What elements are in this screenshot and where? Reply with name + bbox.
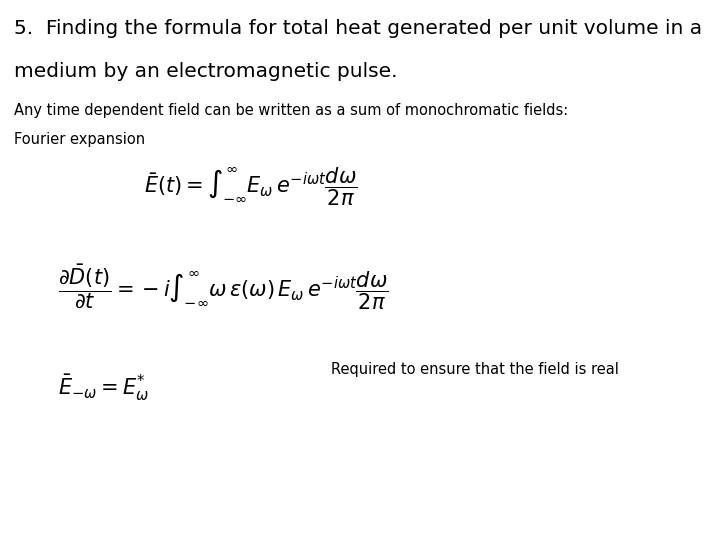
Text: 5.  Finding the formula for total heat generated per unit volume in a: 5. Finding the formula for total heat ge… [14,19,703,38]
Text: $\dfrac{\partial \bar{D}(t)}{\partial t} = -i \int_{-\infty}^{\infty} \omega\, \: $\dfrac{\partial \bar{D}(t)}{\partial t}… [58,262,388,312]
Text: $\bar{E}_{-\omega} = E_{\omega}^{*}$: $\bar{E}_{-\omega} = E_{\omega}^{*}$ [58,373,148,403]
Text: Fourier expansion: Fourier expansion [14,132,145,147]
Text: Required to ensure that the field is real: Required to ensure that the field is rea… [331,362,619,377]
Text: Any time dependent field can be written as a sum of monochromatic fields:: Any time dependent field can be written … [14,103,569,118]
Text: $\bar{E}(t) = \int_{-\infty}^{\infty} E_{\omega}\, e^{-i\omega t} \dfrac{d\omega: $\bar{E}(t) = \int_{-\infty}^{\infty} E_… [144,165,358,207]
Text: medium by an electromagnetic pulse.: medium by an electromagnetic pulse. [14,62,398,81]
